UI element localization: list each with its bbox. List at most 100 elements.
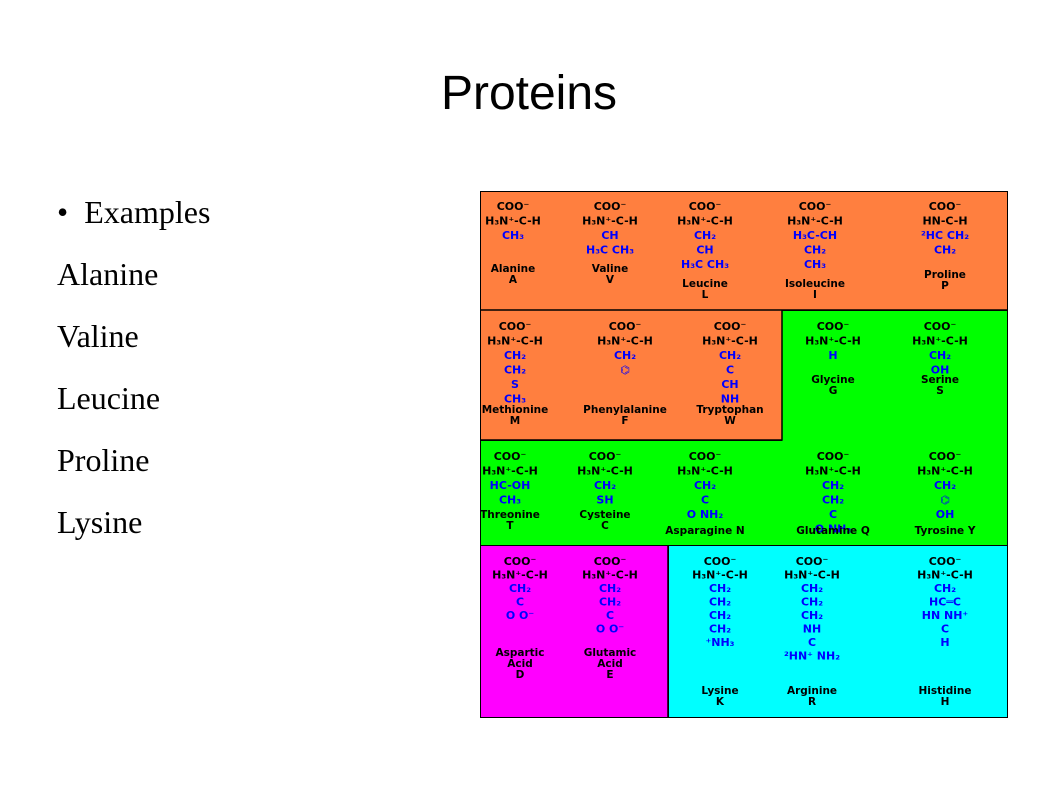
structure-line: CH₃ [499,494,521,507]
structure-line: HC═C [929,596,961,609]
structure-line: COO⁻ [817,450,850,463]
amino-acid-label: M [510,415,520,427]
amino-acid-label: Glutamine Q [796,525,870,537]
structure-line: CH₂ [934,244,956,257]
structure-line: COO⁻ [609,320,642,333]
structure-line: C [516,596,524,609]
structure-line: CH₂ [504,364,526,377]
structure-line: CH [601,229,618,242]
nonpolar-region [481,192,1007,440]
amino-acid-label: A [509,274,518,286]
structure-line: CH₂ [709,609,731,622]
structure-line: CH₂ [599,596,621,609]
amino-acid-label: T [506,520,514,532]
structure-line: H₃N⁺-C-H [487,335,543,348]
structure-line: COO⁻ [594,555,627,568]
structure-line: H₃N⁺-C-H [784,569,840,582]
structure-line: H₃N⁺-C-H [492,569,548,582]
amino-acid-label: S [936,385,944,397]
structure-line: H₃C CH₃ [681,258,729,271]
structure-line: H₃C CH₃ [586,244,634,257]
structure-line: CH [696,244,713,257]
structure-line: CH₃ [504,393,526,406]
structure-line: COO⁻ [817,320,850,333]
structure-line: HN-C-H [922,215,967,228]
structure-line: COO⁻ [799,200,832,213]
amino-acid-label: P [941,280,949,292]
structure-line: C [829,508,837,521]
amino-acid-label: Tyrosine Y [915,525,976,537]
structure-line: CH₃ [804,258,826,271]
bullet: • Examples [57,194,211,230]
structure-line: CH₂ [934,582,956,595]
structure-line: H₃N⁺-C-H [692,569,748,582]
list-item: Lysine [57,504,143,540]
list-item: Leucine [57,380,161,416]
structure-line: COO⁻ [929,200,962,213]
structure-line: CH₂ [822,494,844,507]
amino-acid-label: D [516,669,525,681]
structure-line: COO⁻ [796,555,829,568]
amino-acid-label: Proline [924,269,966,281]
structure-line: H₃N⁺-C-H [917,569,973,582]
structure-line: C [808,636,816,649]
structure-line: COO⁻ [499,320,532,333]
bullet-text: Examples [84,194,211,230]
structure-line: ²HN⁺ NH₂ [784,650,840,663]
structure-line: O O⁻ [596,623,625,636]
structure-line: ²HC CH₂ [921,229,969,242]
amino-acid-label: E [606,669,613,681]
amino-acid-label: G [829,385,838,397]
structure-line: CH₂ [709,623,731,636]
amino-acid-label: Asparagine N [665,525,744,537]
structure-line: C [726,364,734,377]
structure-line: CH₂ [614,349,636,362]
structure-line: COO⁻ [929,450,962,463]
structure-line: H₃N⁺-C-H [805,465,861,478]
amino-acid-label: Arginine [787,685,837,697]
structure-line: H₃N⁺-C-H [485,215,541,228]
structure-line: CH₂ [509,582,531,595]
structure-line: H₃N⁺-C-H [597,335,653,348]
structure-line: OH [936,508,955,521]
structure-line: H₃N⁺-C-H [917,465,973,478]
amino-acid-label: Alanine [491,263,535,275]
amino-acid-label: V [606,274,615,286]
structure-line: H₃N⁺-C-H [912,335,968,348]
amino-acid-label: Glutamic [584,647,637,659]
region-border [481,310,783,441]
structure-line: H₃N⁺-C-H [577,465,633,478]
structure-line: OH [931,364,950,377]
structure-line: NH [803,623,821,636]
amino-acid-label: Glycine [811,374,854,386]
structure-line: COO⁻ [497,200,530,213]
slide-title: Proteins [440,67,618,120]
structure-line: C [701,494,709,507]
structure-line: H [940,636,949,649]
structure-line: CH₂ [599,582,621,595]
structure-line: H₃N⁺-C-H [805,335,861,348]
structure-line: CH₂ [801,609,823,622]
list-item: Proline [57,442,150,478]
amino-acid-label: L [702,289,709,301]
structure-line: ⌬ [620,364,630,377]
structure-line: CH₂ [801,582,823,595]
structure-line: H₃N⁺-C-H [702,335,758,348]
structure-line: CH₂ [934,479,956,492]
structure-line: COO⁻ [924,320,957,333]
structure-line: COO⁻ [504,555,537,568]
structure-line: S [511,378,519,391]
structure-line: COO⁻ [594,200,627,213]
structure-line: C [606,609,614,622]
structure-line: CH₂ [709,582,731,595]
structure-line: SH [596,494,613,507]
amino-acid-label: I [813,289,817,301]
structure-line: H₃C-CH [793,229,837,242]
amino-acid-label: R [808,696,816,708]
list-item: Alanine [57,256,159,292]
structure-line: COO⁻ [494,450,527,463]
structure-line: CH₂ [929,349,951,362]
amino-acid-label: W [724,415,736,427]
